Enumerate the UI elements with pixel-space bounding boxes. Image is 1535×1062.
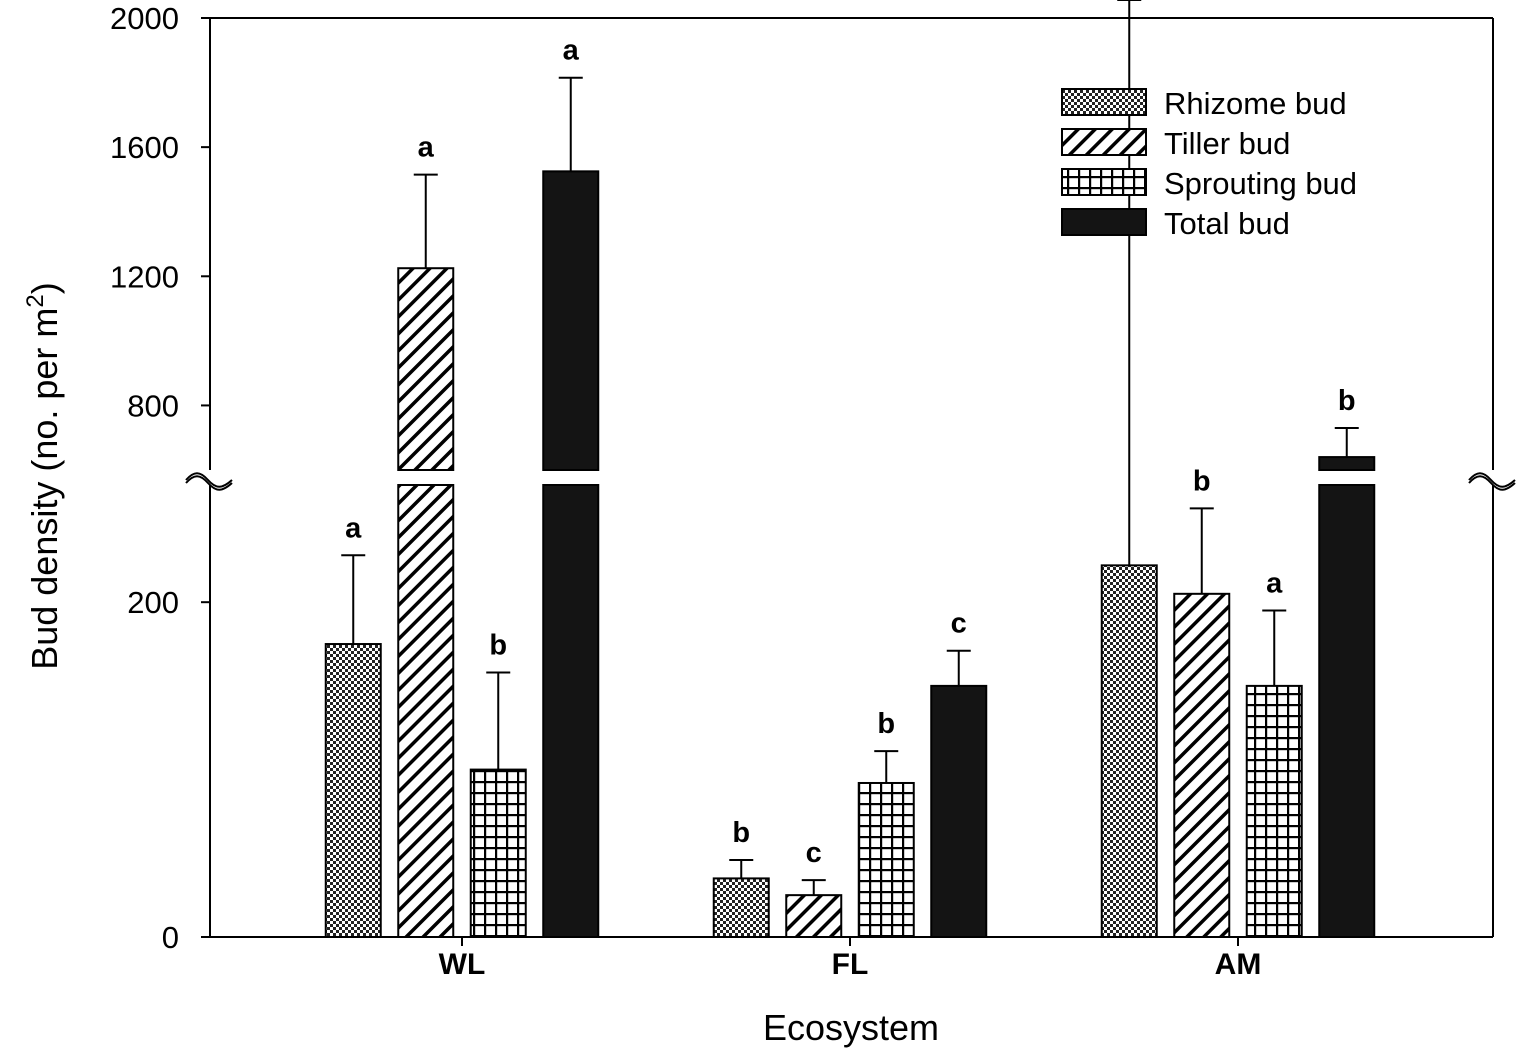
legend: Rhizome bud Tiller bud Sprouting bud Total …	[1061, 86, 1357, 241]
significance-letter: a	[418, 132, 435, 164]
bar	[785, 894, 843, 938]
y-axis: 0 200 800 1200 1600 2000	[110, 1, 210, 955]
significance-letter: a	[345, 512, 362, 544]
y-tick-label: 2000	[110, 1, 179, 36]
legend-label: Rhizome bud	[1164, 86, 1347, 121]
axis-break-mark	[185, 475, 233, 491]
bar-upper	[397, 267, 455, 472]
y-axis-title-end: )	[24, 282, 65, 294]
legend-label: Tiller bud	[1164, 126, 1290, 161]
y-tick-label: 1200	[110, 259, 179, 294]
bar	[324, 643, 382, 938]
bar	[1245, 684, 1303, 939]
y-axis-title: Bud density (no. per m2)	[22, 282, 65, 670]
bar	[712, 877, 770, 939]
significance-letter: b	[877, 708, 895, 740]
legend-label: Total bud	[1164, 206, 1290, 241]
x-axis-title: Ecosystem	[763, 1007, 939, 1048]
bar-upper	[542, 170, 600, 471]
significance-letter: a	[1266, 568, 1283, 600]
significance-letter: b	[1338, 385, 1356, 417]
significance-letter: b	[732, 817, 750, 849]
bar-lower	[1318, 484, 1376, 938]
y-tick-label: 800	[127, 388, 179, 423]
bar-upper	[1318, 456, 1376, 472]
significance-letter: b	[489, 629, 507, 661]
x-tick-label: WL	[439, 948, 486, 981]
legend-swatch	[1061, 128, 1147, 156]
x-axis: WL FL AM	[439, 937, 1262, 981]
y-tick-label: 200	[127, 585, 179, 620]
bar-lower	[397, 484, 455, 938]
axis-break-mark	[185, 472, 233, 488]
y-tick-label: 1600	[110, 130, 179, 165]
axis-break-mark	[1468, 475, 1516, 491]
bars: aababcbcabab	[324, 0, 1376, 939]
significance-letter: b	[1193, 465, 1211, 497]
legend-swatch	[1061, 88, 1147, 116]
bar	[1100, 564, 1158, 938]
significance-letter: c	[951, 608, 967, 640]
y-tick-label: 0	[162, 920, 179, 955]
significance-letter: a	[563, 35, 580, 67]
legend-swatch	[1061, 208, 1147, 236]
significance-letter: c	[806, 837, 822, 869]
bar	[857, 781, 915, 938]
bar-lower	[542, 484, 600, 938]
legend-swatch	[1061, 168, 1147, 196]
x-tick-label: FL	[832, 948, 869, 981]
axis-break-mark	[1468, 472, 1516, 488]
bar	[469, 768, 527, 938]
bar	[1173, 592, 1231, 938]
bar	[930, 684, 988, 939]
legend-label: Sprouting bud	[1164, 166, 1357, 201]
y-axis-title-main: Bud density (no. per m	[24, 308, 65, 670]
y-axis-title-sup: 2	[22, 294, 49, 307]
x-tick-label: AM	[1215, 948, 1262, 981]
